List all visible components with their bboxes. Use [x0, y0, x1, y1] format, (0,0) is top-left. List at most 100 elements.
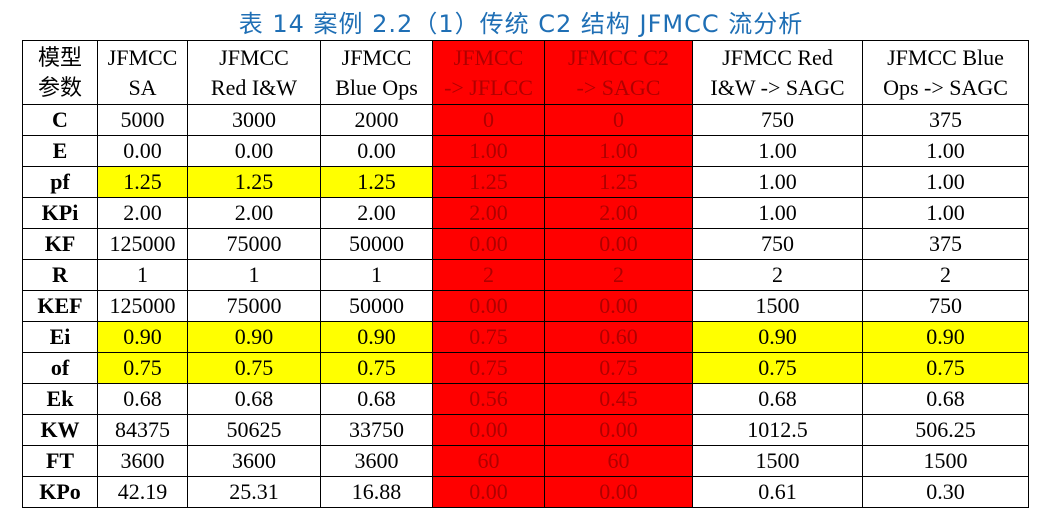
table-title: 表 14 案例 2.2（1）传统 C2 结构 JFMCC 流分析 — [238, 10, 804, 38]
row: KEF 125000 75000 50000 0.00 0.00 1500 750 — [22, 290, 1029, 322]
cell: 0.00 — [544, 476, 693, 508]
row-label: KW — [22, 414, 98, 446]
cell: 375 — [862, 104, 1029, 136]
table: 模型 参数 JFMCC SA JFMCC Red I&W JFMCC Blue Ops JFMC… — [22, 40, 1029, 508]
row: KF 125000 75000 50000 0.00 0.00 750 375 — [22, 228, 1029, 260]
cell: 60 — [432, 445, 545, 477]
row-label: E — [22, 135, 98, 167]
cell: 0.75 — [692, 352, 863, 384]
cell: 0.68 — [320, 383, 433, 415]
cell: 3000 — [187, 104, 321, 136]
cell: 125000 — [97, 290, 188, 322]
cell: 0.90 — [187, 321, 321, 353]
row-label: C — [22, 104, 98, 136]
cell: 1.25 — [187, 166, 321, 198]
cell: 0.68 — [692, 383, 863, 415]
cell: 1.00 — [862, 197, 1029, 229]
cell: 2 — [432, 259, 545, 291]
header-line: -> JFLCC — [444, 74, 533, 100]
cell: 1.25 — [544, 166, 693, 198]
header-line: JFMCC Blue — [887, 44, 1004, 70]
cell: 2.00 — [320, 197, 433, 229]
cell: 0.00 — [432, 290, 545, 322]
cell: 0.68 — [187, 383, 321, 415]
cell: 0.75 — [97, 352, 188, 384]
cell: 750 — [862, 290, 1029, 322]
cell: 50000 — [320, 228, 433, 260]
cell: 0.75 — [544, 352, 693, 384]
cell: 0.75 — [432, 352, 545, 384]
header-line: I&W -> SAGC — [710, 74, 845, 100]
header-line: JFMCC — [453, 44, 524, 70]
cell: 50625 — [187, 414, 321, 446]
cell: 3600 — [97, 445, 188, 477]
cell: 0.30 — [862, 476, 1029, 508]
cell: 1 — [97, 259, 188, 291]
header-cell: 模型 参数 — [22, 40, 98, 105]
cell: 0.90 — [692, 321, 863, 353]
cell: 0.75 — [187, 352, 321, 384]
cell: 1500 — [692, 290, 863, 322]
cell: 0 — [432, 104, 545, 136]
row-label: Ei — [22, 321, 98, 353]
cell: 750 — [692, 104, 863, 136]
cell: 60 — [544, 445, 693, 477]
cell: 0.90 — [862, 321, 1029, 353]
header-line: SA — [128, 74, 157, 100]
cell: 84375 — [97, 414, 188, 446]
cell: 2 — [862, 259, 1029, 291]
header-line: Ops -> SAGC — [883, 74, 1008, 100]
cell: 0.00 — [544, 290, 693, 322]
header-line: 参数 — [37, 74, 82, 100]
header-cell: JFMCC -> JFLCC — [432, 40, 545, 105]
cell: 0.75 — [432, 321, 545, 353]
cell: 125000 — [97, 228, 188, 260]
cell: 1.25 — [432, 166, 545, 198]
cell: 375 — [862, 228, 1029, 260]
header-cell: JFMCC Blue Ops -> SAGC — [862, 40, 1029, 105]
cell: 1012.5 — [692, 414, 863, 446]
row-label: FT — [22, 445, 98, 477]
row-label: of — [22, 352, 98, 384]
row: Ei 0.90 0.90 0.90 0.75 0.60 0.90 0.90 — [22, 321, 1029, 353]
row-label: R — [22, 259, 98, 291]
cell: 0.60 — [544, 321, 693, 353]
cell: 1.00 — [544, 135, 693, 167]
cell: 0.90 — [97, 321, 188, 353]
cell: 1.25 — [320, 166, 433, 198]
cell: 1.25 — [97, 166, 188, 198]
cell: 1.00 — [862, 166, 1029, 198]
cell: 0.68 — [862, 383, 1029, 415]
cell: 33750 — [320, 414, 433, 446]
cell: 16.88 — [320, 476, 433, 508]
cell: 0.00 — [432, 476, 545, 508]
row: pf 1.25 1.25 1.25 1.25 1.25 1.00 1.00 — [22, 166, 1029, 198]
cell: 1 — [187, 259, 321, 291]
cell: 3600 — [320, 445, 433, 477]
cell: 42.19 — [97, 476, 188, 508]
row-label: KPo — [22, 476, 98, 508]
row: Ek 0.68 0.68 0.68 0.56 0.45 0.68 0.68 — [22, 383, 1029, 415]
cell: 0.00 — [97, 135, 188, 167]
row: C 5000 3000 2000 0 0 750 375 — [22, 104, 1029, 136]
cell: 2.00 — [187, 197, 321, 229]
cell: 0.00 — [187, 135, 321, 167]
cell: 1.00 — [862, 135, 1029, 167]
cell: 0.00 — [544, 228, 693, 260]
header-line: JFMCC — [107, 44, 178, 70]
cell: 0.75 — [320, 352, 433, 384]
cell: 50000 — [320, 290, 433, 322]
cell: 25.31 — [187, 476, 321, 508]
cell: 1500 — [692, 445, 863, 477]
row: KPo 42.19 25.31 16.88 0.00 0.00 0.61 0.30 — [22, 476, 1029, 508]
cell: 1.00 — [692, 197, 863, 229]
cell: 2 — [692, 259, 863, 291]
cell: 1.00 — [692, 166, 863, 198]
row: E 0.00 0.00 0.00 1.00 1.00 1.00 1.00 — [22, 135, 1029, 167]
cell: 0.00 — [544, 414, 693, 446]
row-label: KF — [22, 228, 98, 260]
cell: 506.25 — [862, 414, 1029, 446]
row-label: KPi — [22, 197, 98, 229]
cell: 0.00 — [320, 135, 433, 167]
